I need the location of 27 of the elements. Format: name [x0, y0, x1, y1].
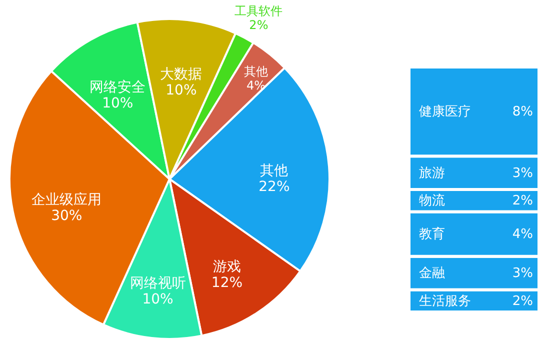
data-label: 12% — [211, 274, 243, 291]
data-label: 10% — [142, 291, 174, 308]
data-label: 2% — [249, 18, 268, 32]
data-label: 2% — [512, 294, 533, 309]
slice-label: 网络安全 — [90, 80, 146, 96]
series-label: 生活服务 — [419, 294, 471, 309]
slice-label: 企业级应用 — [32, 192, 102, 208]
data-label: 3% — [512, 266, 533, 282]
data-label: 2% — [512, 194, 533, 209]
slice-label: 工具软件 — [234, 4, 283, 18]
series-label: 旅游 — [419, 166, 445, 181]
slice-label: 其他 — [260, 162, 288, 179]
data-label: 8% — [512, 104, 533, 120]
slice-label: 游戏 — [212, 258, 241, 275]
data-label: 30% — [51, 208, 82, 224]
series-label: 健康医疗 — [419, 104, 471, 120]
series-label: 教育 — [419, 226, 445, 242]
data-label: 10% — [102, 96, 134, 112]
series-label: 物流 — [419, 192, 445, 209]
data-label: 10% — [166, 82, 197, 99]
slice-label: 网络视听 — [130, 275, 186, 292]
slice-label: 其他 — [244, 64, 268, 78]
data-label: 22% — [258, 178, 290, 195]
data-label: 4% — [512, 227, 533, 242]
data-label: 3% — [512, 166, 533, 181]
slice-label: 大数据 — [160, 66, 202, 83]
series-label: 金融 — [419, 266, 445, 282]
